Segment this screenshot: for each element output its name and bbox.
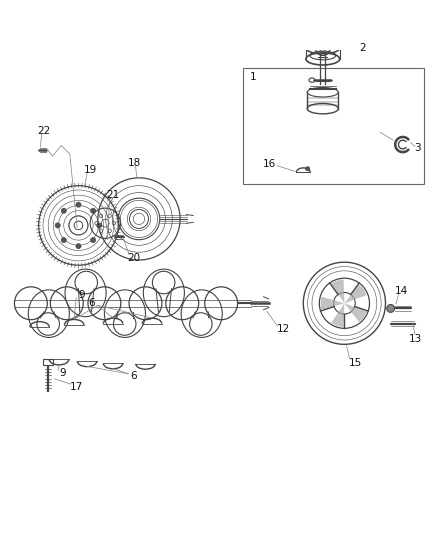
Text: 21: 21 [106, 190, 120, 200]
Circle shape [76, 202, 81, 207]
Wedge shape [331, 279, 344, 303]
Circle shape [305, 167, 310, 171]
Bar [43, 359, 53, 365]
Text: 9: 9 [59, 368, 66, 378]
Text: 16: 16 [263, 159, 276, 168]
Circle shape [91, 238, 96, 243]
Bar [243, 68, 424, 184]
Wedge shape [321, 297, 344, 310]
Circle shape [61, 208, 67, 213]
Text: 13: 13 [409, 334, 422, 344]
Wedge shape [344, 303, 367, 322]
Text: 2: 2 [360, 43, 366, 53]
Circle shape [55, 223, 60, 228]
Circle shape [61, 238, 67, 243]
Text: 9: 9 [78, 289, 85, 300]
Text: 20: 20 [127, 253, 140, 263]
Text: 15: 15 [349, 358, 362, 367]
Text: 12: 12 [277, 324, 290, 334]
Text: 3: 3 [415, 143, 421, 153]
Wedge shape [331, 303, 344, 327]
Circle shape [91, 208, 96, 213]
Text: 17: 17 [70, 382, 83, 392]
Text: 14: 14 [395, 286, 408, 296]
Circle shape [76, 244, 81, 249]
Circle shape [97, 223, 102, 228]
Text: 19: 19 [84, 166, 97, 175]
Text: 18: 18 [128, 158, 141, 168]
Text: 1: 1 [250, 72, 257, 82]
Circle shape [387, 304, 395, 312]
Text: 6: 6 [88, 298, 95, 308]
Wedge shape [344, 285, 367, 303]
Text: 22: 22 [37, 126, 50, 136]
Text: 6: 6 [130, 372, 137, 381]
